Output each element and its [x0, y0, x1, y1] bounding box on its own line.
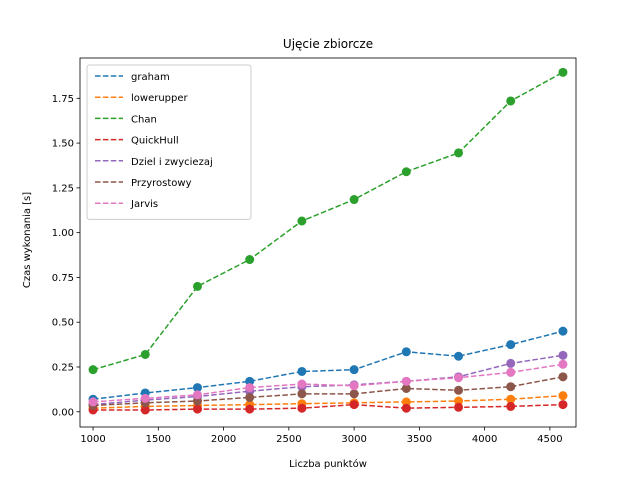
y-tick-label: 1.25	[52, 183, 74, 194]
legend-label: Dziel i zwyciezaj	[131, 157, 213, 168]
x-tick-label: 1500	[146, 434, 171, 445]
data-point	[349, 400, 359, 410]
legend-label: Jarvis	[130, 199, 158, 210]
data-point	[401, 376, 411, 386]
data-point	[192, 281, 202, 291]
data-point	[297, 366, 307, 376]
x-tick-label: 1000	[80, 434, 105, 445]
series-graham	[88, 326, 568, 404]
data-point	[245, 255, 255, 265]
legend-box	[86, 64, 252, 220]
data-point	[88, 365, 98, 375]
series-chan	[88, 67, 568, 375]
data-point	[140, 393, 150, 403]
x-tick-label: 2500	[276, 434, 301, 445]
data-point	[245, 383, 255, 393]
data-point	[401, 383, 411, 393]
y-tick-label: 1.50	[52, 139, 74, 150]
data-point	[401, 167, 411, 177]
data-point	[558, 372, 568, 382]
data-point	[349, 389, 359, 399]
x-axis-ticks: 1000 1500 2000 2500 3000 3500 4000 4500	[80, 427, 563, 445]
data-point	[297, 379, 307, 389]
data-point	[558, 350, 568, 360]
data-point	[401, 403, 411, 413]
x-tick-label: 4000	[472, 434, 497, 445]
data-point	[454, 351, 464, 361]
data-point	[192, 390, 202, 400]
y-tick-label: 0.25	[52, 362, 74, 373]
data-point	[192, 396, 202, 406]
data-point	[88, 397, 98, 407]
series-line	[93, 403, 563, 411]
legend: graham lowerupper Chan QuickHull Dziel i zwy…	[86, 64, 252, 220]
data-point	[506, 367, 516, 377]
data-point	[506, 340, 516, 350]
data-point	[140, 349, 150, 359]
y-axis-ticks: 0.00 0.25 0.50 0.75 1.00 1.25 1.50 1.75	[52, 94, 80, 418]
data-point	[401, 347, 411, 357]
x-tick-label: 3500	[407, 434, 432, 445]
data-point	[245, 376, 255, 386]
data-point	[454, 402, 464, 412]
data-point	[297, 216, 307, 226]
data-point	[349, 195, 359, 205]
y-tick-label: 1.75	[52, 94, 74, 105]
data-point	[454, 385, 464, 395]
data-point	[558, 391, 568, 401]
data-point	[506, 96, 516, 106]
legend-label: Przyrostowy	[131, 178, 192, 189]
data-point	[349, 381, 359, 391]
data-point	[349, 365, 359, 375]
legend-label: Chan	[131, 114, 157, 125]
data-point	[454, 396, 464, 406]
data-point	[558, 359, 568, 369]
legend-label: graham	[131, 72, 170, 83]
data-point	[558, 326, 568, 336]
y-tick-label: 0.50	[52, 318, 74, 329]
data-point	[454, 148, 464, 158]
x-tick-label: 3000	[341, 434, 366, 445]
x-axis-label: Liczba punktów	[289, 458, 367, 470]
series-line	[93, 394, 563, 409]
legend-label: lowerupper	[131, 93, 189, 104]
data-point	[297, 403, 307, 413]
data-point	[245, 392, 255, 402]
y-tick-label: 0.00	[52, 407, 74, 418]
data-point	[297, 389, 307, 399]
data-point	[245, 404, 255, 414]
data-point	[140, 405, 150, 415]
plot-area	[79, 57, 577, 428]
data-point	[454, 373, 464, 383]
data-point	[192, 383, 202, 393]
data-point	[506, 358, 516, 368]
data-point	[401, 397, 411, 407]
y-tick-label: 1.00	[52, 228, 74, 239]
legend-label: QuickHull	[131, 136, 179, 147]
data-point	[558, 67, 568, 77]
series-line	[93, 376, 564, 407]
data-point	[558, 400, 568, 410]
data-point	[506, 382, 516, 392]
series-line	[93, 330, 564, 400]
y-axis-label: Czas wykonania [s]	[22, 192, 33, 288]
series-line	[92, 71, 564, 371]
x-tick-label: 2000	[211, 434, 236, 445]
chart-title: Ujęcie zbiorcze	[283, 37, 373, 51]
data-point	[506, 394, 516, 404]
series-jarvis	[88, 359, 568, 407]
data-point	[506, 401, 516, 411]
axes-frame	[79, 57, 577, 428]
x-tick-label: 4500	[537, 434, 562, 445]
y-tick-label: 0.75	[52, 273, 74, 284]
data-point	[192, 404, 202, 414]
